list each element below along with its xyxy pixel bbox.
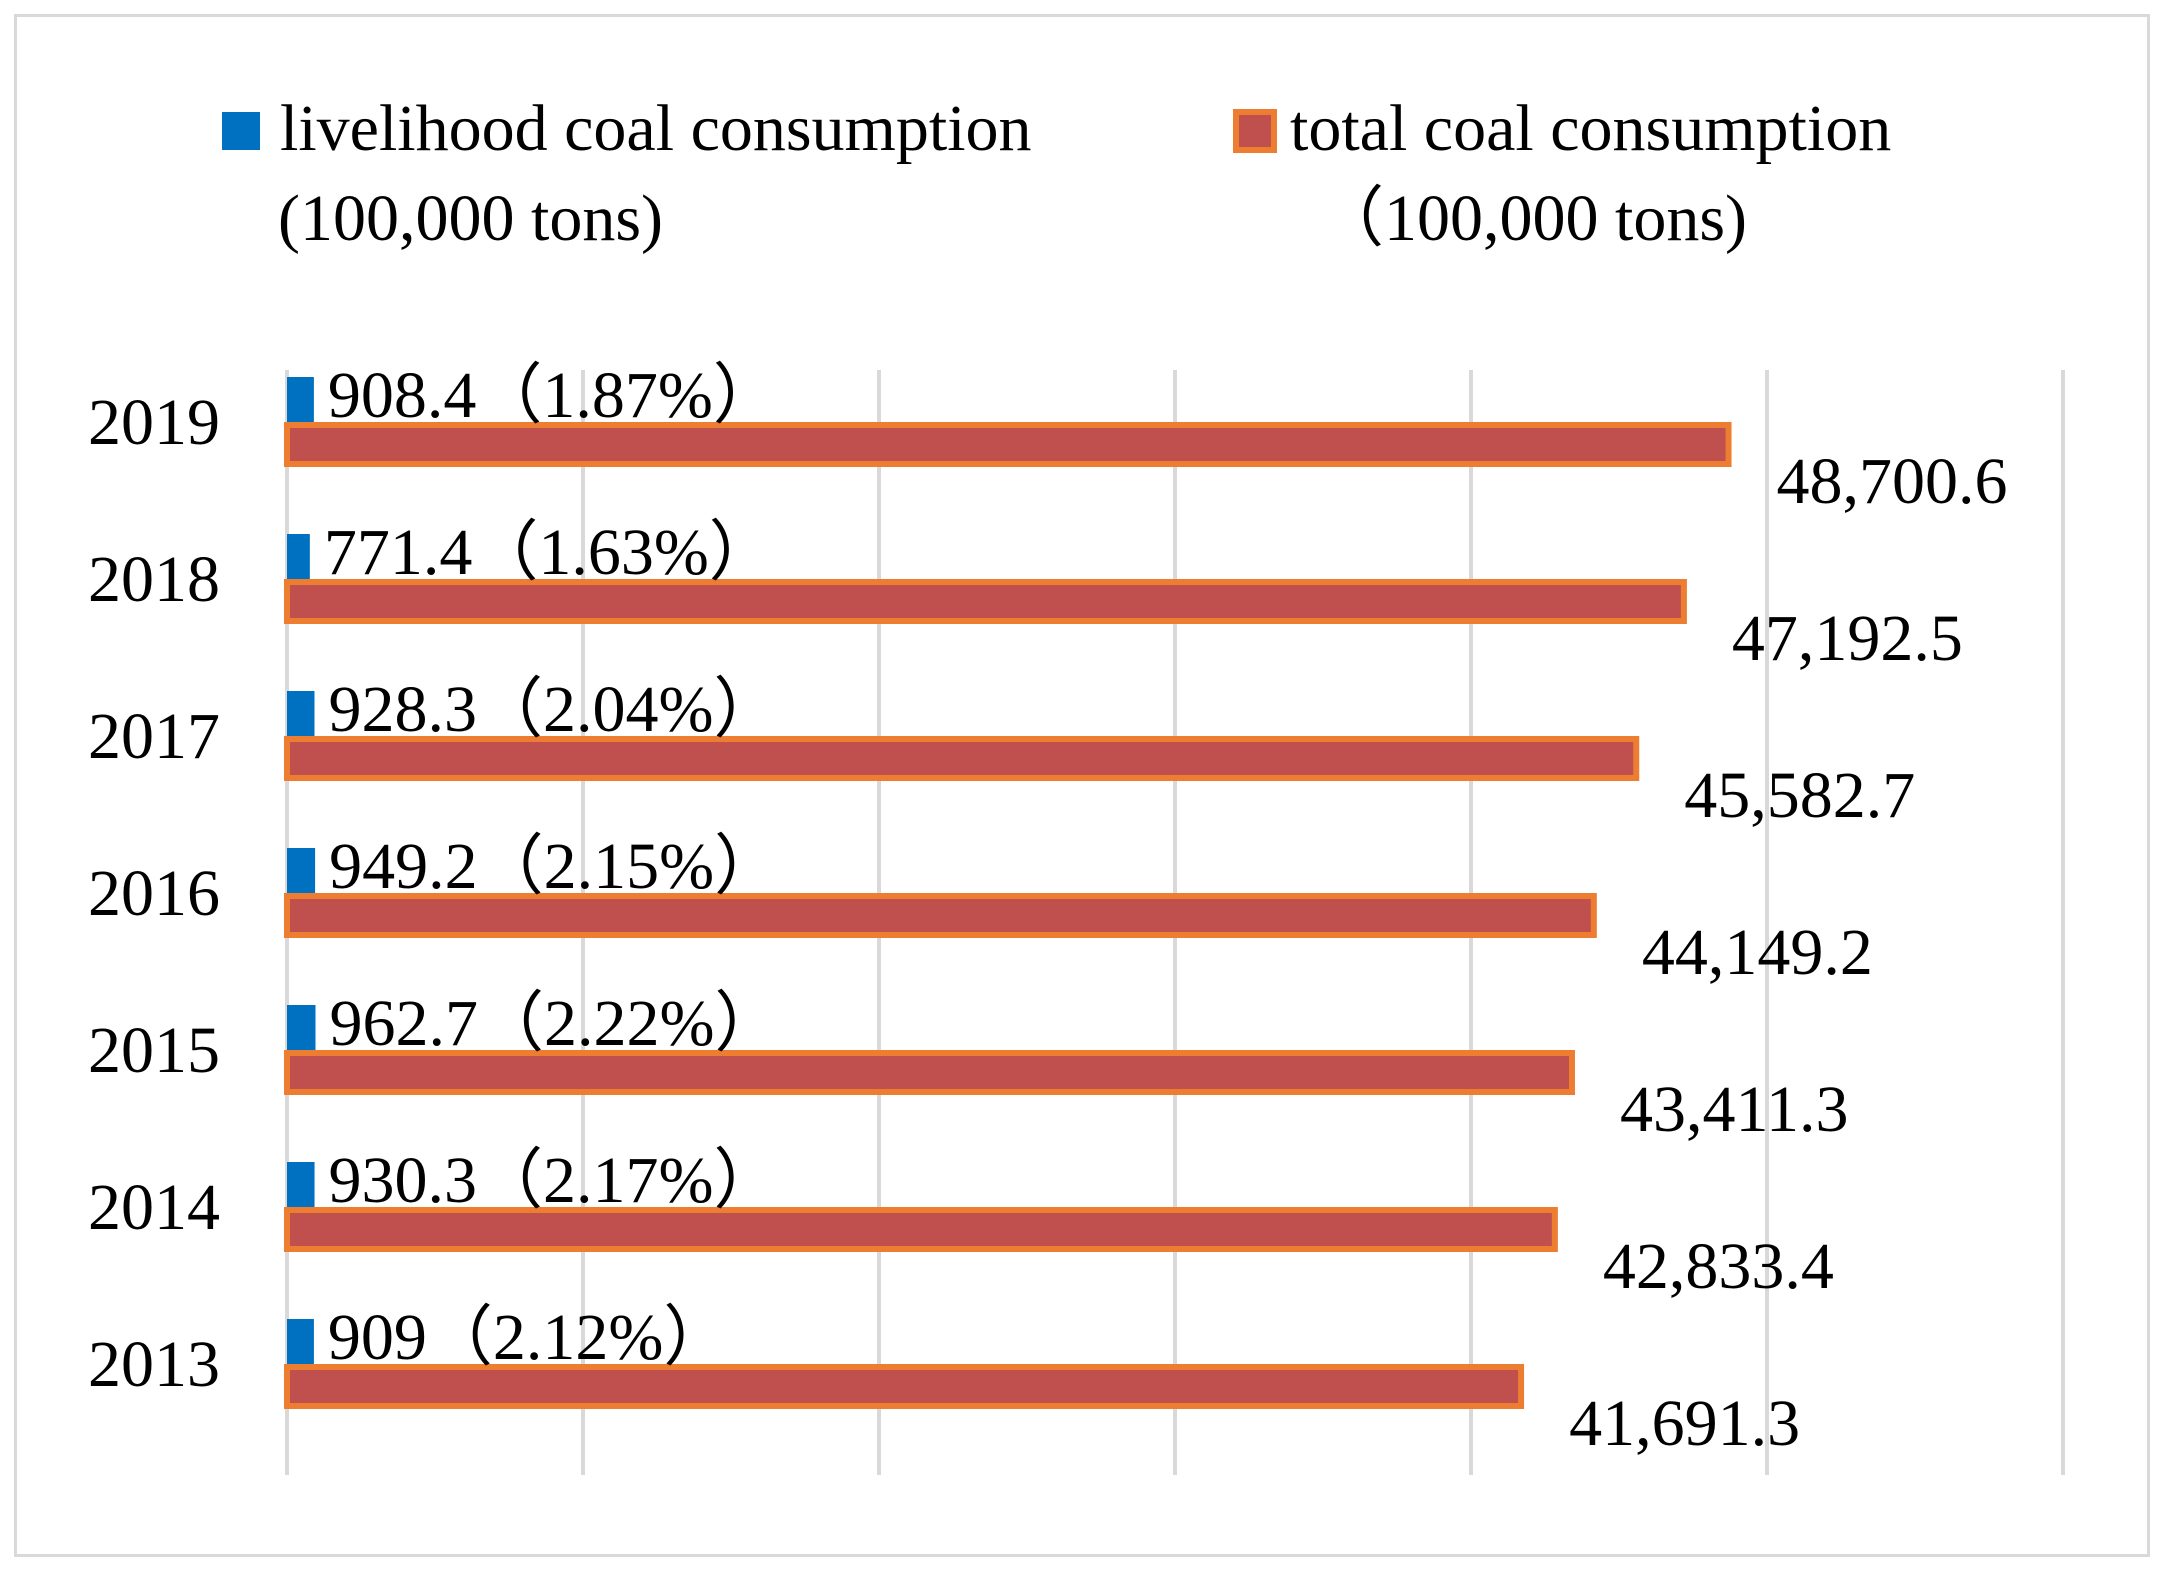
category-label-2015: 2015 bbox=[88, 1014, 220, 1087]
bar-livelihood-2019 bbox=[287, 377, 314, 422]
bar-total-2017 bbox=[284, 736, 1640, 781]
data-label-livelihood-2014: 930.3（2.17%） bbox=[329, 1144, 780, 1217]
category-label-2016: 2016 bbox=[88, 857, 220, 930]
legend-swatch-total bbox=[1233, 109, 1277, 153]
chart-frame bbox=[14, 14, 2150, 1557]
data-label-livelihood-2016: 949.2（2.15%） bbox=[329, 830, 780, 903]
data-label-total-2013: 41,691.3 bbox=[1569, 1387, 1800, 1460]
data-label-livelihood-2013: 909（2.12%） bbox=[328, 1301, 729, 1374]
legend: livelihood coal consumption (100,000 ton… bbox=[222, 92, 1891, 255]
legend-swatch-livelihood bbox=[222, 112, 260, 150]
data-label-livelihood-2015: 962.7（2.22%） bbox=[329, 987, 780, 1060]
bar-livelihood-2016 bbox=[287, 848, 316, 893]
category-label-2019: 2019 bbox=[88, 386, 220, 459]
bar-total-2019 bbox=[284, 422, 1732, 467]
data-label-total-2014: 42,833.4 bbox=[1603, 1230, 1834, 1303]
bar-total-2018 bbox=[284, 579, 1687, 624]
data-label-total-2015: 43,411.3 bbox=[1620, 1073, 1849, 1146]
category-label-2013: 2013 bbox=[88, 1328, 220, 1401]
data-label-livelihood-2019: 908.4（1.87%） bbox=[328, 359, 779, 432]
bar-livelihood-2018 bbox=[287, 534, 310, 579]
data-label-total-2019: 48,700.6 bbox=[1777, 445, 2008, 518]
bar-total-2015 bbox=[284, 1050, 1575, 1095]
labels: 909（2.12%） 41,691.3 2013 930.3（2.17%） 42,833… bbox=[88, 359, 2008, 1460]
legend-label-total-line2: （100,000 tons) bbox=[1318, 182, 1747, 255]
bar-livelihood-2014 bbox=[287, 1162, 315, 1207]
data-label-total-2016: 44,149.2 bbox=[1642, 916, 1873, 989]
bar-livelihood-2015 bbox=[287, 1005, 316, 1050]
bar-livelihood-2013 bbox=[287, 1319, 314, 1364]
category-label-2018: 2018 bbox=[88, 543, 220, 616]
bars bbox=[284, 377, 1732, 1409]
legend-label-livelihood-line2: (100,000 tons) bbox=[278, 182, 663, 255]
category-label-2017: 2017 bbox=[88, 700, 220, 773]
data-label-total-2018: 47,192.5 bbox=[1732, 602, 1963, 675]
bar-total-2014 bbox=[284, 1207, 1558, 1252]
data-label-livelihood-2018: 771.4（1.63%） bbox=[324, 516, 775, 589]
bar-total-2016 bbox=[284, 893, 1597, 938]
legend-label-livelihood-line1: livelihood coal consumption bbox=[280, 92, 1032, 165]
category-label-2014: 2014 bbox=[88, 1171, 220, 1244]
data-label-total-2017: 45,582.7 bbox=[1684, 759, 1915, 832]
bar-total-2013 bbox=[284, 1364, 1525, 1409]
legend-label-total-line1: total coal consumption bbox=[1290, 92, 1891, 165]
bar-livelihood-2017 bbox=[287, 691, 315, 736]
data-label-livelihood-2017: 928.3（2.04%） bbox=[328, 673, 779, 746]
